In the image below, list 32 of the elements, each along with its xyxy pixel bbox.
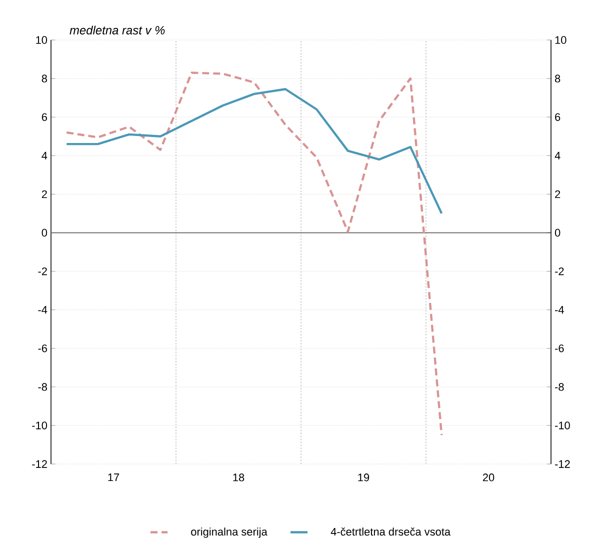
- y2-tick-label: -4: [38, 306, 48, 314]
- y2-tick-label: -6: [38, 344, 47, 352]
- y-tick-label: -8: [555, 383, 564, 391]
- y-tick-label: -2: [555, 267, 564, 276]
- chart-title: medletna rast v %: [70, 26, 165, 34]
- y2-tick-label: -2: [38, 267, 47, 276]
- y2-tick-label: 0: [42, 228, 48, 237]
- y-tick-label: 10: [555, 36, 566, 44]
- y2-tick-label: -12: [32, 460, 47, 468]
- legend-label: originalna serija: [191, 528, 268, 538]
- x-tick-label: 18: [233, 474, 244, 482]
- line-series: [66, 72, 443, 436]
- x-tick-label: 17: [108, 474, 120, 482]
- y-tick-label: 2: [555, 190, 560, 198]
- y2-tick-label: 10: [36, 36, 48, 44]
- y2-tick-label: 8: [42, 74, 47, 82]
- x-tick-label: 19: [358, 474, 370, 482]
- y-tick-label: 4: [554, 152, 560, 160]
- x-tick-label: 20: [482, 474, 494, 482]
- y2-tick-label: 6: [42, 113, 47, 121]
- y-tick-label: 0: [554, 228, 560, 237]
- y-tick-label: -6: [555, 344, 564, 352]
- y2-tick-label: -10: [32, 422, 48, 430]
- legend-label: 4-četrtletna drseča vsota: [330, 528, 451, 536]
- y-tick-label: 8: [555, 74, 560, 82]
- y2-tick-label: 2: [42, 190, 47, 198]
- y-tick-label: -10: [555, 422, 570, 430]
- y-tick-label: -4: [555, 306, 564, 314]
- y-tick-label: -12: [555, 460, 570, 468]
- y2-tick-label: 4: [42, 152, 48, 160]
- y-tick-label: 6: [555, 113, 560, 121]
- y2-tick-label: -8: [38, 383, 47, 391]
